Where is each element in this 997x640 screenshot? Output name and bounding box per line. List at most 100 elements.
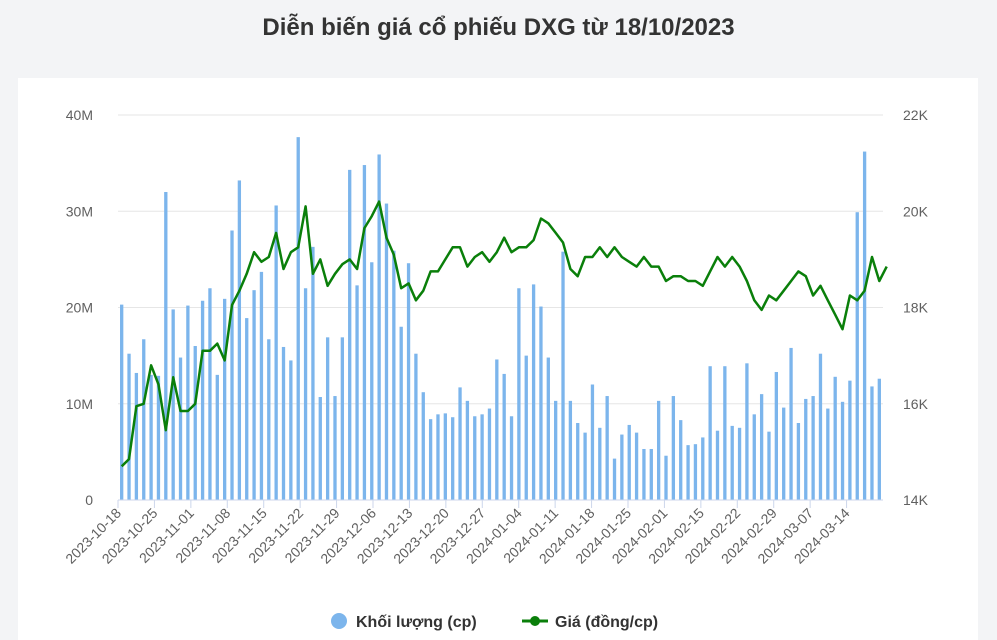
volume-bar <box>546 357 550 500</box>
volume-bar <box>524 355 528 500</box>
volume-bar <box>436 414 440 500</box>
volume-bar <box>237 180 242 500</box>
volume-bar <box>818 353 823 500</box>
volume-bar <box>303 288 308 500</box>
volume-bar <box>289 360 293 500</box>
volume-bar <box>200 300 205 500</box>
volume-bar <box>230 230 234 500</box>
volume-bar <box>245 318 249 500</box>
volume-bar <box>252 290 256 500</box>
volume-bar <box>487 408 492 500</box>
chart-panel: 0 10M 20M 30M 40M 14K 16K 18K 20K 22K 2023-10-18… <box>18 78 978 640</box>
volume-bar <box>590 384 595 500</box>
legend-volume-symbol <box>331 613 347 629</box>
legend-volume-label: Khối lượng (cp) <box>356 614 477 631</box>
volume-bar <box>274 205 278 500</box>
volume-bar <box>598 427 602 500</box>
volume-bar <box>752 414 756 500</box>
volume-bar <box>708 366 712 500</box>
volume-bar <box>414 353 418 500</box>
volume-bar <box>862 151 867 500</box>
y-left-tick-label: 40M <box>66 107 93 123</box>
volume-bar <box>693 444 698 500</box>
volume-bar <box>877 378 881 500</box>
volume-bar <box>789 347 793 500</box>
volume-bar <box>539 306 543 500</box>
volume-bar <box>223 298 227 500</box>
volume-bar <box>480 414 484 500</box>
volume-bar <box>399 326 403 500</box>
volume-bar <box>458 387 462 500</box>
volume-bar <box>679 420 683 500</box>
volume-bar <box>554 400 558 500</box>
volume-bar <box>531 284 536 500</box>
volume-bar <box>473 416 477 500</box>
y-axis-right: 14K 16K 18K 20K 22K <box>903 107 929 508</box>
volume-bar <box>465 400 470 500</box>
volume-bar <box>325 337 330 500</box>
volume-bar <box>142 339 146 500</box>
legend: Khối lượng (cp) Giá (đồng/cp) <box>331 613 658 631</box>
volume-bar <box>767 431 771 500</box>
volume-bar <box>149 374 153 500</box>
volume-bar <box>686 445 690 500</box>
volume-bar <box>804 398 808 500</box>
y-right-tick-label: 20K <box>903 203 929 219</box>
volume-bar <box>421 392 425 500</box>
volume-bar <box>627 424 631 500</box>
volume-bar <box>340 337 345 500</box>
volume-bar <box>355 285 359 500</box>
legend-price-symbol-dot <box>530 616 540 626</box>
volume-bar <box>561 251 565 500</box>
volume-bar <box>620 434 624 500</box>
chart-svg: 0 10M 20M 30M 40M 14K 16K 18K 20K 22K 2023-10-18… <box>62 107 929 631</box>
volume-bar <box>186 305 190 500</box>
legend-price-label: Giá (đồng/cp) <box>555 614 658 631</box>
volume-bar <box>178 357 183 500</box>
volume-bar <box>215 374 219 500</box>
volume-bar <box>745 363 749 500</box>
volume-bar <box>259 271 264 500</box>
volume-bars <box>120 137 881 501</box>
volume-bar <box>495 359 499 500</box>
y-right-tick-label: 22K <box>903 107 929 123</box>
volume-bar <box>451 417 455 500</box>
volume-bar <box>774 371 778 500</box>
volume-bar <box>568 400 573 500</box>
y-left-tick-label: 0 <box>85 492 93 508</box>
volume-bar <box>855 212 859 500</box>
volume-bar <box>267 339 271 500</box>
volume-bar <box>362 165 367 501</box>
volume-bar <box>671 396 676 500</box>
y-right-tick-label: 18K <box>903 300 929 316</box>
volume-bar <box>782 407 786 500</box>
volume-bar <box>759 394 764 500</box>
volume-bar <box>134 372 139 500</box>
volume-bar <box>612 458 617 500</box>
volume-bar <box>664 455 668 500</box>
volume-bar <box>811 396 815 500</box>
volume-bar <box>370 262 374 500</box>
y-left-tick-label: 30M <box>66 203 93 219</box>
volume-bar <box>428 419 433 500</box>
volume-bar <box>701 437 705 500</box>
volume-bar <box>208 288 212 500</box>
volume-bar <box>737 427 742 500</box>
volume-bar <box>311 246 315 500</box>
price-series-line <box>120 200 888 468</box>
volume-bar <box>656 400 661 500</box>
volume-bar <box>605 396 609 500</box>
volume-bar <box>156 375 161 500</box>
chart-title: Diễn biến giá cổ phiếu DXG từ 18/10/2023 <box>262 14 735 41</box>
volume-bar <box>333 396 337 500</box>
volume-bar <box>723 366 727 500</box>
price-line <box>120 200 888 468</box>
volume-bar <box>318 397 322 500</box>
volume-bar <box>840 401 845 500</box>
volume-bar <box>870 386 874 500</box>
volume-bar <box>576 423 580 500</box>
y-left-tick-label: 20M <box>66 300 93 316</box>
y-left-tick-label: 10M <box>66 396 93 412</box>
volume-bar <box>406 263 411 500</box>
y-right-tick-label: 16K <box>903 396 929 412</box>
